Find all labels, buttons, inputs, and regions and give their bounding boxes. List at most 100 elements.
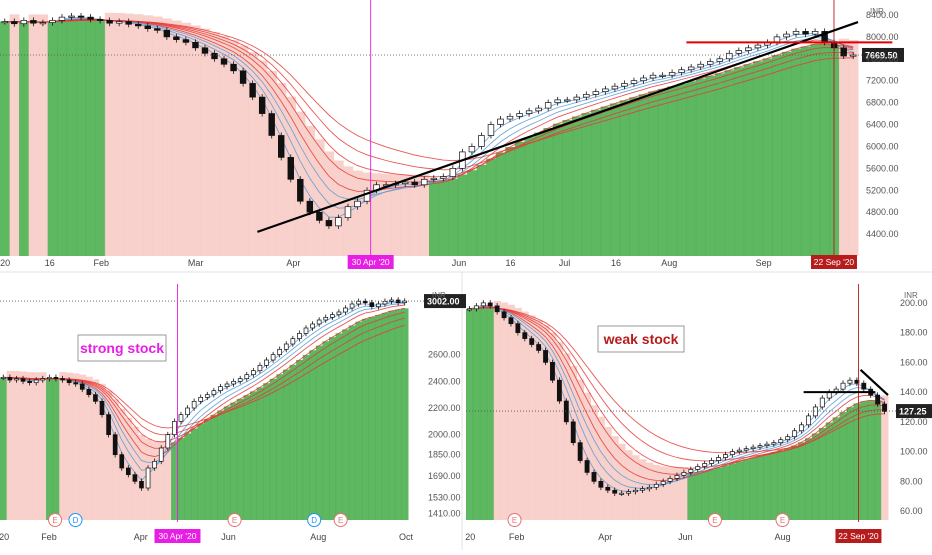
bull-fill-bar — [448, 178, 459, 256]
bear-fill-bar — [32, 372, 40, 520]
event-badge — [775, 513, 790, 527]
y-tick-label: 1530.00 — [428, 492, 461, 502]
candle-body — [316, 211, 323, 221]
date-marker-label: 22 Sep '20 — [838, 531, 879, 541]
bull-fill-bar — [694, 472, 702, 520]
x-tick-label: 16 — [45, 258, 55, 268]
bear-fill-bar — [352, 170, 363, 256]
regime-fills — [466, 300, 889, 520]
bull-fill-bar — [85, 19, 96, 256]
candle-body — [716, 58, 723, 62]
candle-body — [802, 31, 809, 35]
candle-body — [325, 220, 333, 227]
bear-fill-bar — [652, 464, 661, 520]
candle-body — [132, 474, 138, 482]
bull-fill-bar — [784, 448, 792, 520]
candle-body — [688, 469, 694, 473]
candle-body — [47, 376, 52, 380]
candle-body — [93, 394, 98, 402]
y-tick-label: 1690.00 — [428, 471, 461, 481]
candle-body — [7, 376, 13, 381]
candle-body — [508, 317, 514, 325]
date-marker-tag — [347, 255, 394, 269]
chart-panel-bottom-right: 127.25 200.00 180.00 160.00 140.00 120.00 100.… — [465, 284, 932, 543]
candle-body — [757, 445, 763, 448]
bull-fill-bar — [243, 395, 251, 520]
candle-body — [411, 181, 418, 186]
bull-fill-bar — [210, 414, 218, 520]
candle-body — [716, 457, 721, 461]
bull-fill-bar — [505, 146, 516, 256]
bull-fill-bar — [230, 402, 238, 520]
y-tick-label: 4400.00 — [866, 229, 899, 239]
y-tick-label: 2400.00 — [428, 376, 461, 386]
current-price-label: 7669.50 — [865, 50, 898, 60]
y-tick-label: 1850.00 — [428, 450, 461, 460]
bull-fill-bar — [467, 170, 478, 256]
bear-fill-bar — [181, 22, 192, 257]
candle-body — [231, 380, 236, 385]
bear-fill-bar — [152, 16, 163, 257]
event-badge — [68, 513, 83, 527]
bull-fill-bar — [381, 312, 389, 520]
candle-body — [612, 489, 618, 494]
bear-fill-bar — [190, 25, 201, 256]
date-marker-tag — [835, 529, 882, 543]
candle-body — [875, 394, 881, 405]
bull-fill-bar — [810, 44, 821, 257]
candle-body — [11, 21, 18, 25]
bear-fill-bar — [542, 325, 550, 520]
bear-fill-bar — [98, 383, 106, 520]
bull-fill-bar — [476, 164, 487, 256]
candle-body — [473, 305, 479, 310]
bull-fill-bar — [695, 78, 706, 256]
candle-body — [270, 354, 276, 361]
event-badge-label: E — [712, 516, 717, 525]
candle-body — [336, 311, 342, 316]
y-tick-label: 140.00 — [900, 387, 928, 397]
candle-body — [792, 430, 798, 438]
candle-body — [369, 302, 375, 308]
ma-line-19 — [469, 307, 885, 462]
bull-fill-bar — [361, 318, 370, 520]
candle-body — [329, 314, 335, 318]
candle-body — [39, 22, 47, 25]
bear-fill-bar — [123, 13, 134, 256]
bull-fill-bar — [269, 378, 277, 520]
bear-fill-bar — [19, 371, 27, 520]
candle-body — [211, 390, 217, 396]
bull-fill-bar — [591, 109, 602, 256]
candle-body — [79, 383, 85, 390]
annotation-box — [597, 325, 685, 353]
candle-body — [591, 472, 597, 482]
bull-fill-bar — [708, 469, 716, 520]
bull-fill-bar — [190, 428, 198, 520]
y-tick-label: 200.00 — [900, 298, 928, 308]
candle-body — [861, 382, 867, 390]
candle-body — [53, 376, 59, 380]
candle-body — [135, 23, 142, 27]
bear-fill-bar — [209, 32, 220, 256]
bear-fill-bar — [419, 174, 430, 256]
bear-fill-bar — [666, 467, 675, 520]
bull-fill-bar — [552, 123, 563, 256]
y-tick-label: 8400.00 — [866, 10, 899, 20]
bull-fill-bar — [57, 21, 68, 257]
y-tick-label: 60.00 — [900, 506, 923, 516]
regime-fills — [0, 12, 859, 257]
bull-fill-bar — [486, 307, 495, 520]
bull-fill-bar — [401, 308, 409, 520]
date-marker-tag — [154, 529, 201, 543]
candle-body — [99, 400, 105, 416]
candle-body — [278, 135, 285, 158]
candle-body — [681, 472, 687, 476]
candle-body — [60, 378, 65, 381]
candle-body — [529, 338, 535, 345]
candle-body — [198, 396, 204, 402]
candle-body — [382, 300, 388, 305]
y-tick-label: 160.00 — [900, 357, 928, 367]
candle-body — [468, 146, 476, 153]
y-tick-label: 2200.00 — [428, 403, 461, 413]
candle-body — [854, 379, 860, 384]
candle-body — [96, 18, 104, 21]
